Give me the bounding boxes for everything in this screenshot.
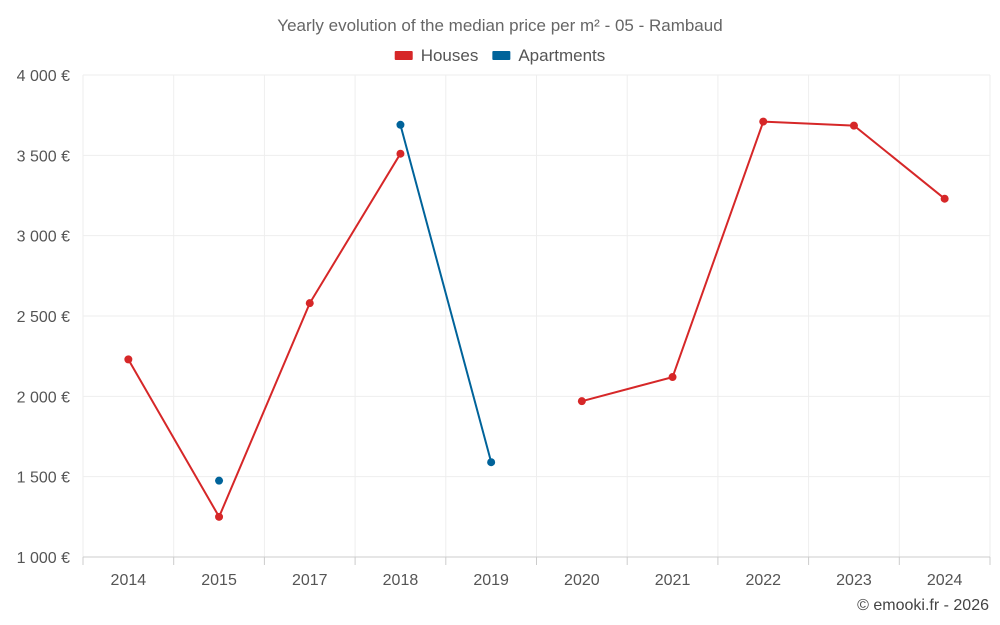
apartments-series-line — [399, 123, 493, 464]
y-tick-label: 1 000 € — [17, 550, 70, 567]
houses-data-point[interactable] — [124, 355, 133, 364]
houses-data-point[interactable] — [305, 299, 314, 308]
apartments-data-point[interactable] — [396, 120, 405, 129]
legend: Houses Apartments — [394, 46, 605, 65]
houses-data-point[interactable] — [940, 194, 949, 203]
houses-data-point[interactable] — [215, 512, 224, 521]
y-tick-label: 2 000 € — [17, 389, 70, 406]
x-tick-label: 2022 — [745, 572, 781, 589]
legend-label: Houses — [421, 46, 479, 65]
legend-swatch — [394, 51, 413, 60]
houses-data-point[interactable] — [849, 121, 858, 130]
x-tick-label: 2023 — [836, 572, 872, 589]
x-tick-label: 2014 — [111, 572, 147, 589]
legend-swatch — [492, 51, 511, 60]
apartments-data-point[interactable] — [215, 476, 224, 485]
houses-data-point[interactable] — [396, 149, 405, 158]
series-points — [124, 117, 949, 521]
houses-data-point[interactable] — [759, 117, 768, 126]
credit-text: © emooki.fr - 2026 — [857, 597, 989, 614]
x-tick-label: 2018 — [383, 572, 419, 589]
houses-series-line — [127, 152, 402, 518]
y-axis: 1 000 € 1 500 € 2 000 € 2 500 € 3 000 € 3 500… — [17, 68, 70, 567]
y-tick-label: 2 500 € — [17, 309, 70, 326]
x-axis: 2014 2015 2017 2018 2019 2020 2021 2022 2023 2024 — [82, 556, 991, 589]
x-tick-label: 2017 — [292, 572, 328, 589]
houses-data-point[interactable] — [577, 397, 586, 406]
chart-title: Yearly evolution of the median price per… — [277, 16, 722, 35]
y-tick-label: 3 000 € — [17, 229, 70, 246]
x-tick-label: 2021 — [655, 572, 691, 589]
x-tick-label: 2020 — [564, 572, 600, 589]
grid — [82, 74, 991, 558]
x-tick-label: 2015 — [201, 572, 237, 589]
legend-label: Apartments — [518, 46, 605, 65]
houses-series-line — [580, 120, 946, 403]
houses-data-point[interactable] — [668, 373, 677, 382]
y-tick-label: 4 000 € — [17, 68, 70, 85]
legend-item-houses[interactable]: Houses — [394, 46, 479, 65]
y-tick-label: 3 500 € — [17, 148, 70, 165]
y-tick-label: 1 500 € — [17, 470, 70, 487]
apartments-data-point[interactable] — [487, 458, 496, 467]
legend-item-apartments[interactable]: Apartments — [492, 46, 605, 65]
x-tick-label: 2019 — [473, 572, 509, 589]
x-tick-label: 2024 — [927, 572, 963, 589]
